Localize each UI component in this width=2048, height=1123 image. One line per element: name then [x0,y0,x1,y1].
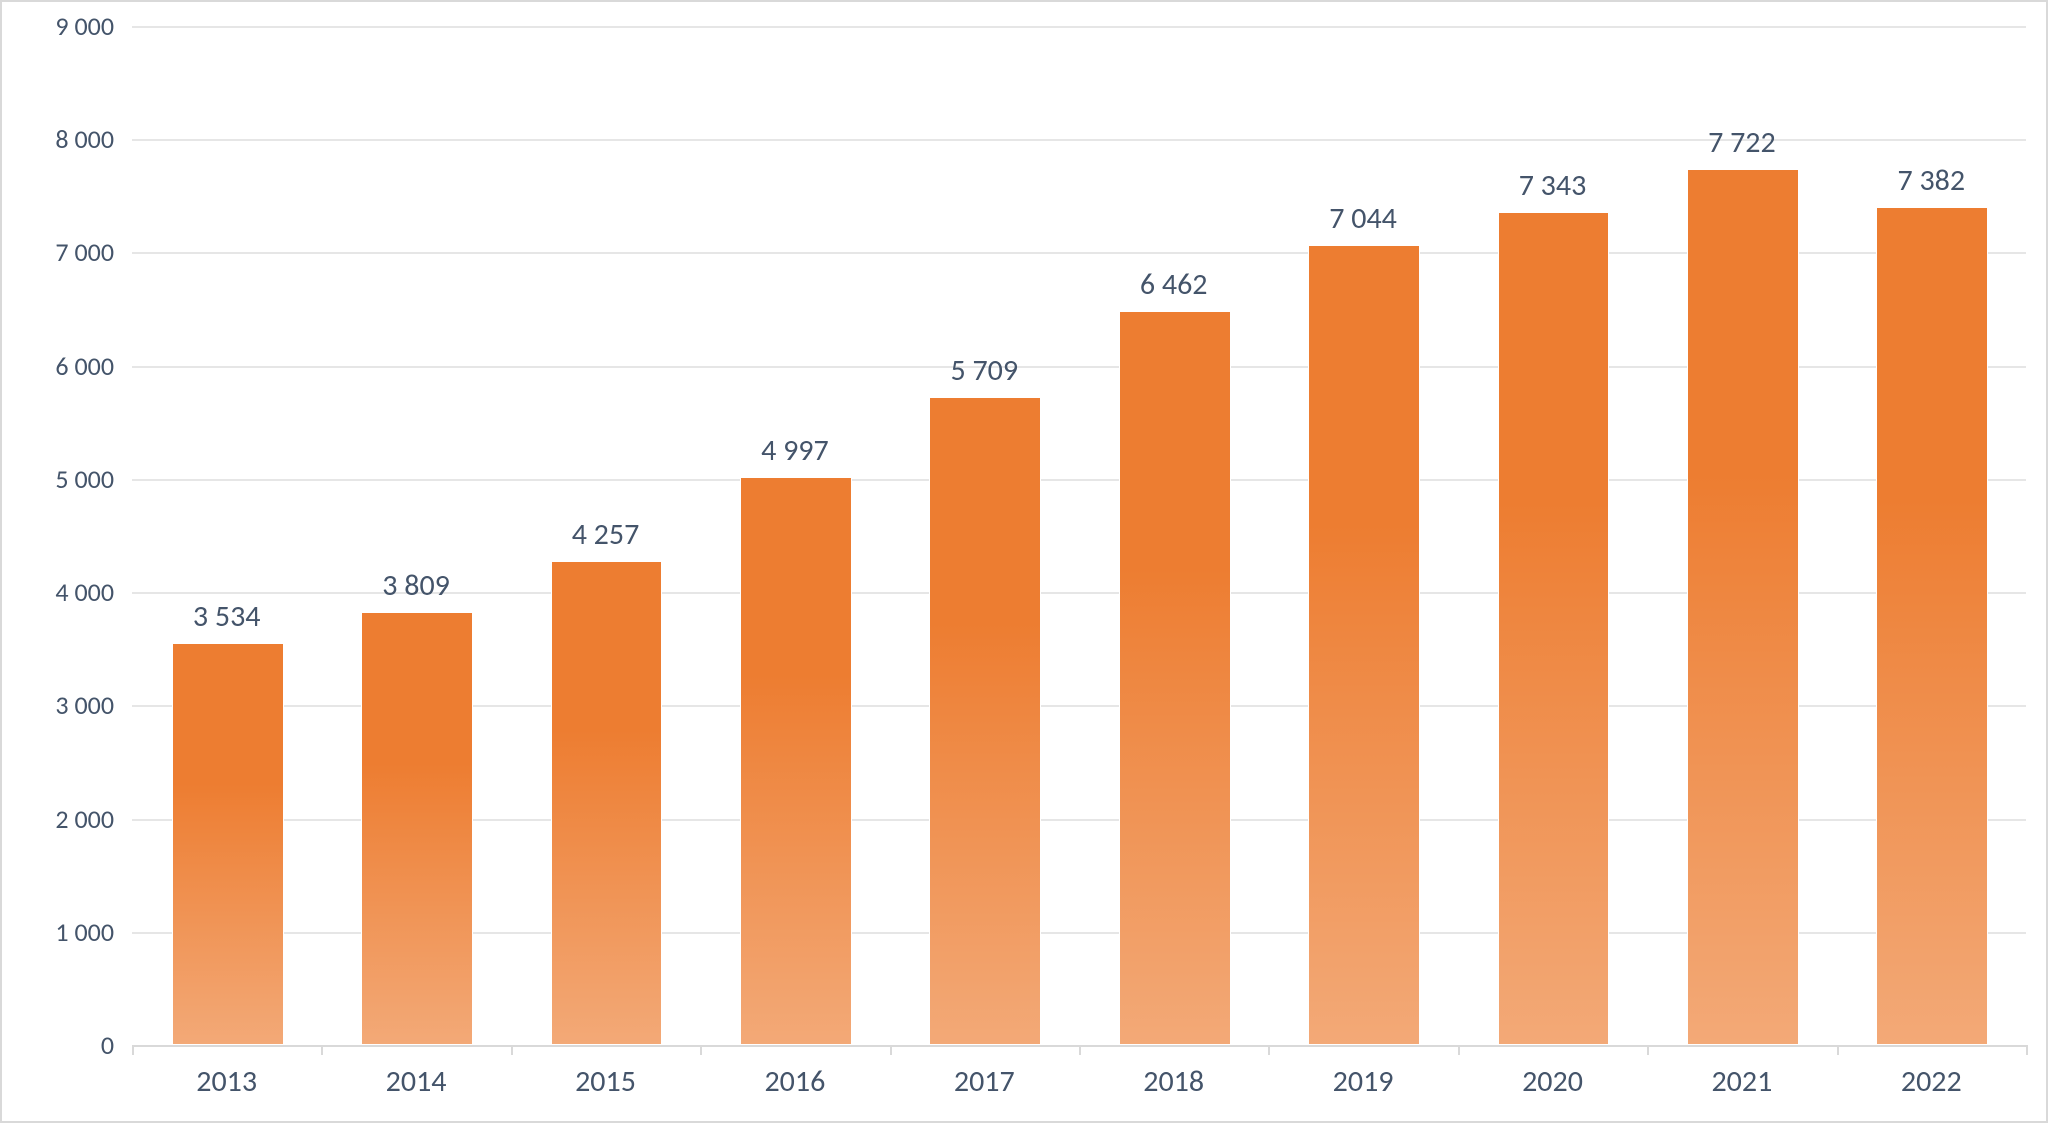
x-tick-mark [2026,1045,2028,1055]
y-tick-label: 8 000 [2,123,114,155]
bar [1876,207,1988,1045]
x-tick-label: 2018 [1143,1063,1204,1100]
y-tick-label: 6 000 [2,350,114,382]
x-tick-mark [132,1045,134,1055]
bar-value-label: 7 722 [1708,124,1776,161]
x-tick-mark [1268,1045,1270,1055]
bar-value-label: 7 382 [1897,162,1965,199]
x-tick-mark [700,1045,702,1055]
y-tick-label: 0 [2,1029,114,1061]
x-tick-label: 2021 [1711,1063,1772,1100]
bar-value-label: 7 044 [1329,200,1397,237]
x-tick-mark [1079,1045,1081,1055]
bar [740,477,852,1045]
y-tick-label: 9 000 [2,10,114,42]
bar-value-label: 4 997 [761,432,829,469]
bar-value-label: 5 709 [950,352,1018,389]
bar [172,643,284,1045]
y-tick-label: 2 000 [2,803,114,835]
gridline [132,26,2026,28]
x-tick-mark [1837,1045,1839,1055]
y-tick-label: 1 000 [2,916,114,948]
bar-value-label: 3 534 [193,598,261,635]
x-tick-label: 2013 [196,1063,257,1100]
bar [929,397,1041,1045]
y-tick-label: 3 000 [2,689,114,721]
y-tick-label: 7 000 [2,236,114,268]
bar [1687,169,1799,1045]
plot-area: 3 534 3 809 4 257 4 997 5 709 6 462 7 044 7 343… [132,26,2026,1045]
bar-chart: 3 534 3 809 4 257 4 997 5 709 6 462 7 044 7 343… [0,0,2048,1123]
bar [361,612,473,1045]
bar-value-label: 6 462 [1140,266,1208,303]
x-tick-mark [1458,1045,1460,1055]
x-tick-label: 2022 [1901,1063,1962,1100]
x-tick-mark [890,1045,892,1055]
bar [551,561,663,1045]
x-tick-label: 2017 [954,1063,1015,1100]
x-tick-label: 2019 [1333,1063,1394,1100]
x-tick-label: 2015 [575,1063,636,1100]
x-tick-label: 2014 [386,1063,447,1100]
x-tick-mark [1647,1045,1649,1055]
x-tick-label: 2016 [764,1063,825,1100]
bar-value-label: 3 809 [382,567,450,604]
x-tick-mark [321,1045,323,1055]
bar [1119,311,1231,1045]
bar [1308,245,1420,1045]
y-tick-label: 4 000 [2,576,114,608]
x-tick-label: 2020 [1522,1063,1583,1100]
y-tick-label: 5 000 [2,463,114,495]
bar-value-label: 7 343 [1519,167,1587,204]
bar [1498,212,1610,1045]
bar-value-label: 4 257 [572,516,640,553]
x-tick-mark [511,1045,513,1055]
